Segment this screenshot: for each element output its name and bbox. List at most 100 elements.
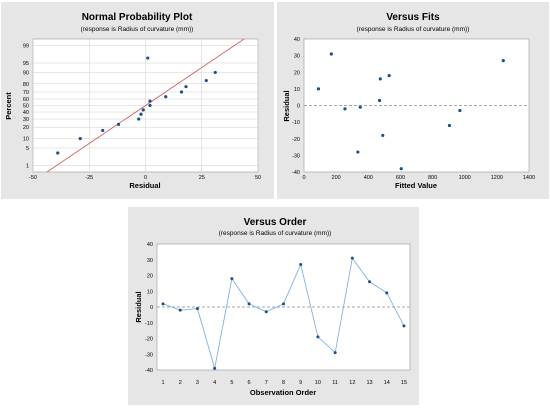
y-tick-label: -20 — [145, 337, 153, 343]
x-tick-label: 50 — [255, 175, 261, 181]
data-point — [402, 324, 406, 328]
y-tick-label: 10 — [23, 137, 29, 143]
data-point — [316, 335, 320, 339]
data-point — [213, 366, 217, 370]
y-tick-label: 30 — [23, 117, 29, 123]
data-point — [56, 151, 60, 155]
y-tick-label: 1 — [26, 164, 29, 170]
x-tick-label: 11 — [332, 380, 338, 386]
data-point — [184, 85, 188, 89]
x-tick-label: 1200 — [491, 175, 503, 181]
x-tick-label: 2 — [179, 380, 182, 386]
chart-subtitle: (response is Radius of curvature (mm)) — [219, 230, 332, 237]
data-point — [178, 308, 182, 312]
y-tick-label: 70 — [23, 90, 29, 96]
y-tick-label: 40 — [23, 110, 29, 116]
y-tick-label: 20 — [23, 125, 29, 131]
x-tick-label: 3 — [196, 380, 199, 386]
fit-line — [46, 39, 245, 172]
y-tick-label: -10 — [292, 120, 300, 126]
chart-title: Versus Fits — [386, 12, 440, 23]
data-point — [161, 302, 165, 306]
x-tick-label: 8 — [282, 380, 285, 386]
x-tick-label: 10 — [315, 380, 321, 386]
x-tick-label: -50 — [29, 175, 37, 181]
y-axis-label: Percent — [4, 92, 13, 120]
data-point — [381, 133, 385, 138]
y-tick-label: 40 — [294, 37, 300, 43]
data-point — [247, 302, 251, 306]
data-point — [387, 73, 391, 78]
x-tick-label: 0 — [302, 175, 305, 181]
x-tick-label: 4 — [213, 380, 216, 386]
y-tick-label: 95 — [23, 61, 29, 67]
data-point — [264, 310, 268, 314]
x-tick-label: 15 — [401, 380, 407, 386]
x-tick-label: 14 — [384, 380, 390, 386]
data-point — [329, 52, 333, 56]
data-point — [204, 78, 208, 83]
y-tick-label: -10 — [145, 321, 153, 327]
data-point — [78, 136, 82, 141]
data-point — [333, 351, 337, 355]
panel-versus-order: Versus Order (response is Radius of curv… — [128, 207, 419, 405]
y-tick-label: 99 — [23, 43, 29, 49]
y-axis-label: Residual — [282, 90, 291, 121]
y-tick-label: -20 — [292, 137, 300, 143]
y-tick-label: -40 — [145, 368, 153, 374]
data-point — [141, 108, 145, 112]
data-point — [343, 107, 347, 111]
x-axis-label: Residual — [129, 181, 160, 190]
data-point — [146, 56, 150, 60]
data-point — [385, 291, 389, 295]
x-tick-label: 1000 — [459, 175, 471, 181]
y-tick-label: 5 — [26, 146, 29, 152]
y-tick-label: 40 — [147, 242, 153, 248]
data-point — [230, 277, 234, 281]
x-tick-label: 0 — [144, 175, 147, 181]
data-point — [350, 256, 354, 260]
x-tick-label: 1 — [161, 380, 164, 386]
y-tick-label: 30 — [147, 258, 153, 264]
data-point — [164, 95, 168, 99]
panel-normal-probability: Normal Probability Plot (response is Rad… — [1, 2, 274, 199]
data-point — [213, 70, 217, 75]
data-point — [356, 150, 360, 154]
x-axis-label: Fitted Value — [395, 181, 437, 190]
data-point — [299, 262, 303, 266]
y-tick-label: 50 — [23, 104, 29, 110]
x-tick-label: 7 — [265, 380, 268, 386]
data-point — [501, 59, 505, 63]
y-axis-label: Residual — [134, 291, 143, 322]
data-point — [447, 123, 452, 128]
data-point — [195, 307, 199, 311]
data-point — [282, 302, 285, 306]
data-point — [101, 128, 105, 133]
y-tick-label: 90 — [23, 70, 29, 76]
y-tick-label: 0 — [297, 104, 300, 110]
x-axis-label: Observation Order — [250, 388, 316, 397]
x-tick-label: 800 — [428, 175, 437, 181]
x-tick-label: 400 — [364, 175, 373, 181]
y-tick-label: 20 — [147, 274, 153, 280]
y-tick-label: -40 — [292, 170, 300, 176]
x-tick-label: 200 — [332, 175, 341, 181]
y-tick-label: 20 — [294, 70, 300, 76]
x-tick-label: 6 — [248, 380, 251, 386]
data-point — [399, 167, 403, 171]
y-tick-label: 30 — [294, 54, 300, 60]
data-point — [148, 103, 152, 108]
x-tick-label: 9 — [299, 380, 302, 386]
chart-title: Normal Probability Plot — [82, 12, 193, 23]
x-tick-label: -25 — [85, 175, 93, 181]
x-tick-label: 12 — [349, 380, 355, 386]
chart-title: Versus Order — [244, 217, 307, 228]
x-tick-label: 5 — [230, 380, 233, 386]
x-tick-label: 25 — [199, 175, 205, 181]
y-tick-label: 10 — [294, 87, 300, 93]
data-point — [316, 87, 321, 91]
x-tick-label: 13 — [366, 380, 372, 386]
y-tick-label: 0 — [150, 305, 153, 311]
y-tick-label: 10 — [147, 289, 153, 295]
